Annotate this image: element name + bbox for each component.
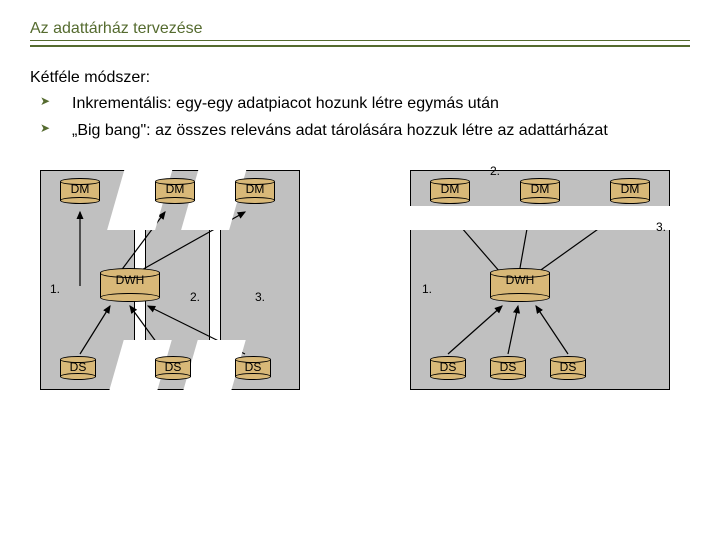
bullet-icon: ➤ [40, 120, 52, 137]
intro-text: Kétféle módszer: [30, 67, 690, 89]
bullet-row: ➤ „Big bang": az összes releváns adat tá… [30, 120, 690, 142]
dm-cylinder-label: DM [610, 182, 650, 196]
step-label: 3. [656, 220, 666, 234]
dm-cylinder: DM [235, 178, 275, 204]
dm-cylinder: DM [520, 178, 560, 204]
ds-cylinder: DS [430, 356, 466, 380]
dwh-cylinder-label: DWH [100, 273, 160, 287]
dm-cylinder: DM [430, 178, 470, 204]
bullet-icon: ➤ [40, 93, 52, 110]
bullet-text: Inkrementális: egy-egy adatpiacot hozunk… [72, 93, 499, 115]
ds-cylinder: DS [490, 356, 526, 380]
ds-cylinder: DS [155, 356, 191, 380]
dwh-cylinder: DWH [490, 268, 550, 302]
ds-cylinder: DS [550, 356, 586, 380]
step-label: 3. [255, 290, 265, 304]
ds-cylinder: DS [60, 356, 96, 380]
dm-cylinder-label: DM [520, 182, 560, 196]
dwh-cylinder-label: DWH [490, 273, 550, 287]
dm-cylinder: DM [155, 178, 195, 204]
dm-cylinder-label: DM [155, 182, 195, 196]
ds-cylinder-label: DS [430, 360, 466, 374]
dwh-cylinder: DWH [100, 268, 160, 302]
body-content: Kétféle módszer: ➤ Inkrementális: egy-eg… [30, 67, 690, 142]
torn-edge [403, 206, 678, 230]
dm-cylinder-label: DM [235, 182, 275, 196]
bullet-row: ➤ Inkrementális: egy-egy adatpiacot hozu… [30, 93, 690, 115]
dm-cylinder: DM [60, 178, 100, 204]
ds-cylinder-label: DS [155, 360, 191, 374]
ds-cylinder-label: DS [60, 360, 96, 374]
bullet-text: „Big bang": az összes releváns adat táro… [72, 120, 608, 142]
diagram-area: DM DM DM DM DM DM DWH DWH DS DS DS DS DS DS 1. 2. 3. 2. 3.… [30, 160, 690, 420]
step-label: 2. [490, 164, 500, 178]
ds-cylinder: DS [235, 356, 271, 380]
page-title: Az adattárház tervezése [30, 20, 690, 41]
dm-cylinder: DM [610, 178, 650, 204]
step-label: 2. [190, 290, 200, 304]
title-bar: Az adattárház tervezése [30, 20, 690, 47]
ds-cylinder-label: DS [490, 360, 526, 374]
dm-cylinder-label: DM [430, 182, 470, 196]
step-label: 1. [50, 282, 60, 296]
ds-cylinder-label: DS [235, 360, 271, 374]
dm-cylinder-label: DM [60, 182, 100, 196]
step-label: 1. [422, 282, 432, 296]
ds-cylinder-label: DS [550, 360, 586, 374]
